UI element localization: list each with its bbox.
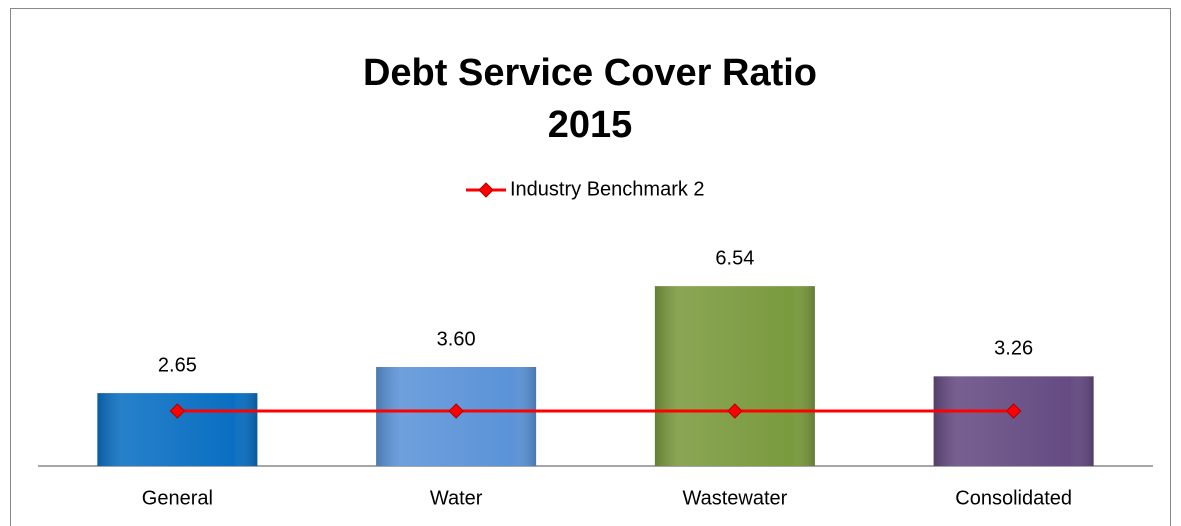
chart-title: Debt Service Cover Ratio — [363, 52, 817, 94]
legend-label: Industry Benchmark 2 — [510, 178, 705, 200]
line-marker — [1005, 403, 1022, 419]
data-label: 3.26 — [994, 338, 1033, 360]
bar — [654, 286, 815, 466]
line-marker — [448, 403, 464, 419]
line-marker — [169, 403, 186, 419]
legend-marker — [478, 182, 494, 198]
data-label: 2.65 — [158, 354, 197, 376]
x-tick-label: Water — [430, 487, 483, 509]
chart-title: 2015 — [548, 104, 633, 146]
data-label: 3.60 — [437, 328, 476, 350]
bar — [933, 376, 1094, 466]
x-tick-label: Wastewater — [682, 487, 787, 509]
line-marker — [727, 403, 743, 419]
x-tick-label: Consolidated — [955, 487, 1072, 509]
x-tick-label: General — [142, 487, 213, 509]
data-label: 6.54 — [715, 247, 754, 269]
